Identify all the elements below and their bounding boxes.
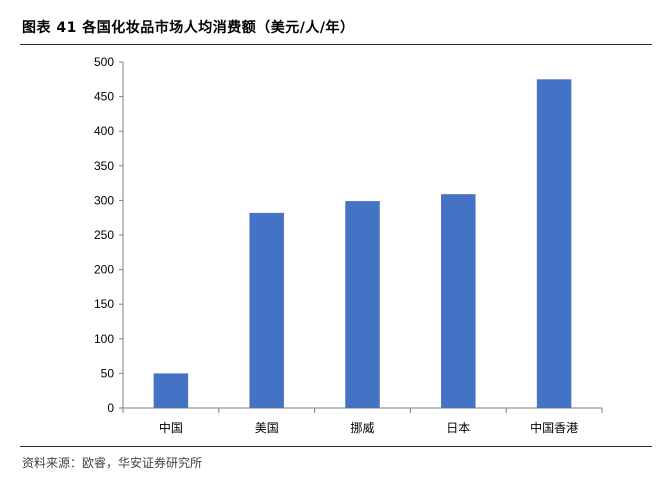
bar-3	[345, 201, 380, 408]
x-axis: 中国 美国 挪威 日本 中国香港	[122, 407, 603, 435]
y-tick-label: 500	[94, 55, 114, 69]
y-tick-label: 300	[94, 193, 114, 207]
bar-5	[536, 79, 572, 409]
y-tick-label: 400	[94, 124, 114, 138]
y-tick-label: 250	[94, 228, 114, 242]
y-tick-label: 200	[94, 263, 114, 277]
y-tick-label: 350	[94, 159, 114, 173]
y-tick-label: 150	[94, 297, 114, 311]
bars	[153, 79, 572, 409]
x-category-label: 中国	[159, 420, 183, 435]
x-category-label: 美国	[255, 421, 279, 435]
y-tick-label: 100	[94, 332, 114, 346]
bar-4	[441, 194, 476, 408]
x-category-label: 中国香港	[530, 420, 578, 435]
y-tick-label: 0	[107, 401, 114, 415]
x-category-label: 挪威	[350, 421, 374, 435]
y-axis: 0 50 100 150 200 250 300 350 400 450 500	[94, 55, 124, 415]
y-tick-label: 450	[94, 90, 114, 104]
figure-title: 图表 41 各国化妆品市场人均消费额（美元/人/年）	[22, 20, 355, 36]
x-category-label: 日本	[446, 421, 470, 435]
y-tick-label: 50	[101, 366, 115, 380]
top-rule	[20, 44, 652, 45]
bar-2	[249, 212, 284, 408]
source-note: 资料来源：欧睿，华安证券研究所	[22, 456, 203, 470]
bottom-rule	[20, 446, 652, 447]
bar-1	[153, 373, 189, 408]
